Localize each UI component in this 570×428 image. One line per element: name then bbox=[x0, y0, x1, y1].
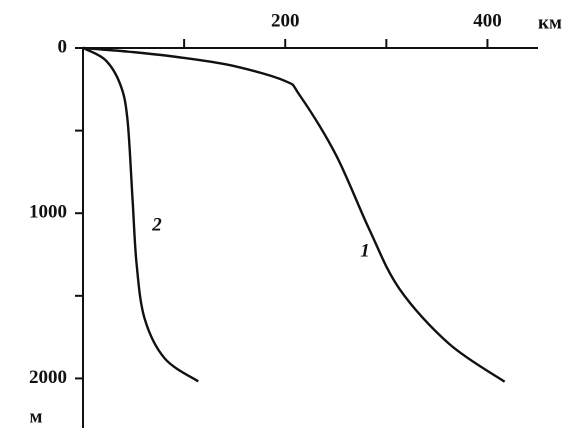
y-tick-label: 2000 bbox=[29, 367, 67, 388]
curve-label: 2 bbox=[151, 214, 162, 235]
y-axis-label: м bbox=[30, 406, 43, 427]
curve-label: 1 bbox=[360, 240, 370, 261]
curve bbox=[82, 46, 199, 383]
x-tick-label: 200 bbox=[271, 10, 300, 31]
x-tick-label: 400 bbox=[473, 10, 502, 31]
y-tick-label: 1000 bbox=[29, 202, 67, 223]
x-axis-label: км bbox=[538, 12, 562, 33]
y-tick-label: 0 bbox=[58, 36, 68, 57]
curve bbox=[82, 46, 506, 383]
